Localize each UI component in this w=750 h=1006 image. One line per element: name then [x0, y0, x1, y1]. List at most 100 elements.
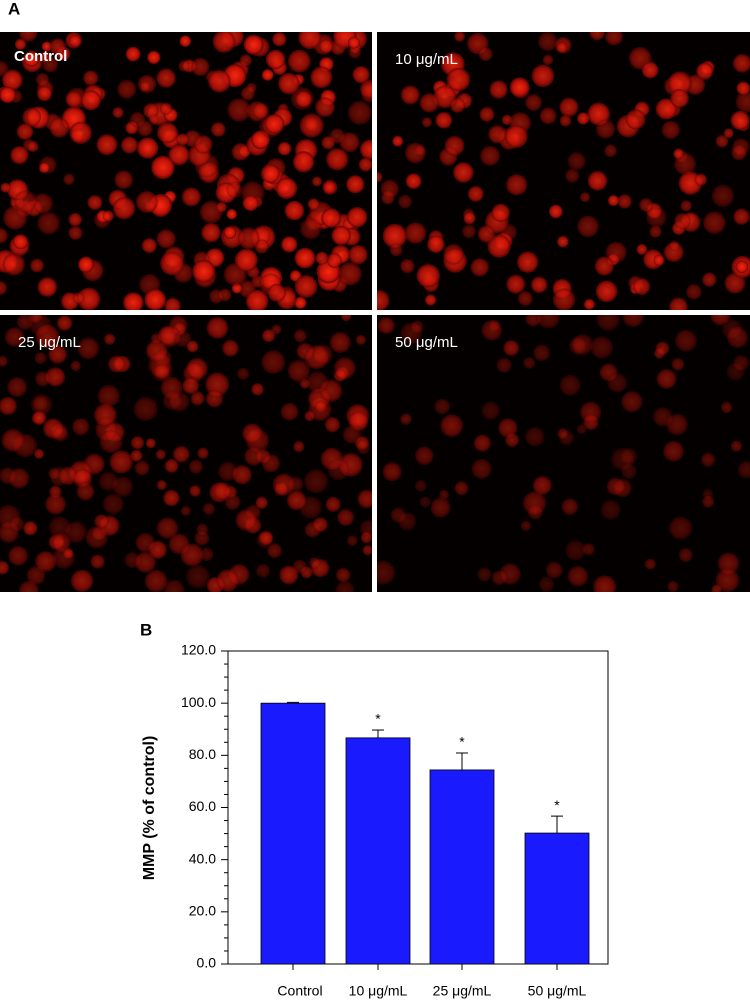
cell — [10, 516, 25, 532]
cell — [667, 71, 692, 96]
cell — [530, 276, 548, 293]
cell — [83, 70, 99, 86]
cell — [561, 498, 579, 515]
cell — [141, 238, 157, 254]
cell — [471, 458, 492, 479]
cell — [596, 315, 620, 331]
y-tick-label: 60.0 — [189, 798, 216, 814]
cell — [251, 382, 264, 396]
significance-mark: * — [459, 734, 465, 750]
cell — [531, 64, 555, 88]
cell — [517, 251, 539, 273]
cell — [440, 414, 463, 437]
cells — [377, 32, 750, 310]
cell — [264, 114, 285, 134]
cell — [542, 54, 554, 66]
cell — [673, 148, 684, 159]
cell — [94, 403, 117, 427]
cell — [294, 296, 307, 309]
cell — [552, 288, 576, 310]
cell — [503, 340, 520, 356]
y-tick-label: 0.0 — [197, 955, 217, 971]
cell — [661, 120, 681, 140]
cell — [669, 516, 693, 540]
cell — [286, 490, 307, 511]
cell — [730, 440, 743, 452]
cell — [307, 198, 320, 210]
cell — [36, 86, 53, 102]
cell — [227, 98, 251, 122]
cell — [69, 121, 92, 144]
cell — [109, 450, 133, 474]
cell — [587, 171, 608, 191]
cell — [430, 497, 451, 518]
cell — [16, 315, 33, 330]
cell — [45, 493, 66, 515]
cell — [300, 218, 322, 240]
cell — [271, 324, 282, 335]
cell — [646, 207, 667, 228]
cell — [112, 197, 136, 220]
cell — [424, 294, 437, 306]
cell — [506, 274, 526, 294]
cell — [156, 229, 176, 249]
cell — [163, 489, 180, 507]
cell — [470, 258, 489, 277]
cell — [26, 566, 46, 585]
cell — [733, 208, 750, 225]
cell — [523, 356, 536, 370]
cell — [144, 289, 166, 310]
cell — [346, 175, 365, 194]
y-tick-label: 40.0 — [189, 850, 216, 866]
cell — [346, 535, 358, 547]
cell — [414, 479, 427, 492]
cell — [255, 496, 268, 510]
cell — [607, 373, 628, 393]
cell — [45, 367, 66, 387]
cell — [0, 227, 8, 244]
cell — [579, 192, 591, 203]
cell — [168, 144, 190, 166]
cell — [162, 391, 182, 411]
cell — [304, 410, 315, 422]
cell — [594, 256, 614, 276]
cell — [357, 489, 372, 509]
cell — [37, 277, 58, 297]
cell — [737, 460, 750, 479]
cell — [488, 125, 507, 144]
cell — [243, 34, 264, 55]
cell — [315, 97, 335, 118]
cell — [669, 297, 688, 310]
cell — [140, 81, 151, 92]
cell — [653, 254, 665, 266]
cell — [129, 111, 146, 128]
cell — [19, 580, 39, 592]
cell — [108, 355, 126, 373]
cell — [210, 122, 226, 137]
cell — [715, 134, 729, 148]
cell — [189, 485, 201, 497]
cell — [377, 317, 395, 335]
cell — [234, 248, 258, 272]
cell — [496, 357, 512, 373]
cell — [298, 32, 322, 50]
x-tick-label: 25 μg/mL — [433, 983, 492, 999]
cell — [506, 174, 528, 196]
cell — [567, 565, 589, 587]
cell — [656, 369, 677, 389]
cell — [454, 481, 469, 496]
cell — [327, 253, 342, 268]
cell — [446, 67, 471, 92]
cell — [209, 289, 224, 304]
cell — [188, 459, 203, 474]
cell — [137, 137, 159, 159]
cell — [400, 85, 420, 105]
cell — [427, 235, 445, 253]
cell — [102, 493, 124, 515]
cell — [722, 319, 743, 340]
cell — [3, 205, 27, 230]
cell — [576, 424, 587, 435]
bar — [429, 769, 495, 965]
cell — [311, 176, 323, 187]
cell — [380, 179, 399, 199]
